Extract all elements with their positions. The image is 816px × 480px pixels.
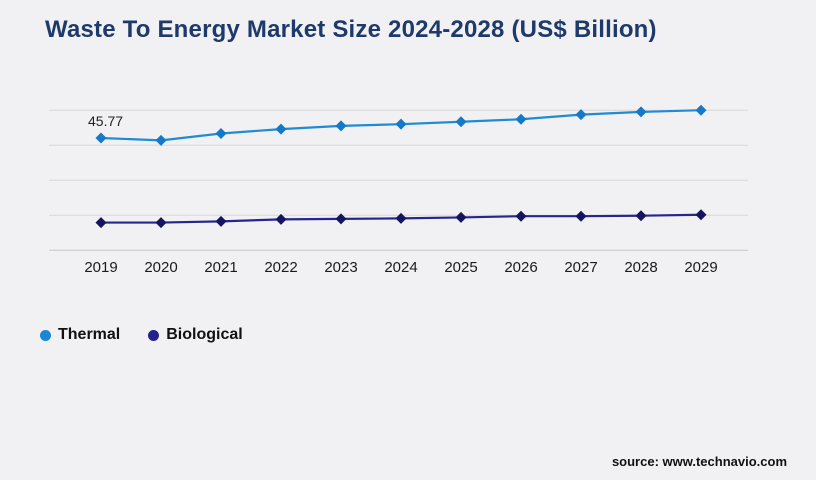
legend-item-thermal[interactable]: Thermal [40,326,120,344]
biological-data-point [215,215,227,227]
biological-data-point [515,210,527,222]
legend-label-thermal: Thermal [58,326,121,343]
legend-label-biological: Biological [166,326,243,343]
x-tick-label: 2029 [684,259,717,276]
biological-data-point [95,217,107,229]
source-attribution: source: www.technavio.com [611,454,787,469]
data-label: 45.77 [88,113,123,129]
legend-item-biological[interactable]: Biological [148,326,243,344]
series-biological [95,209,707,229]
biological-data-point [275,213,287,225]
thermal-series-dot-icon [40,329,51,341]
thermal-data-point [515,113,527,125]
x-axis-tick-labels: 2019 2020 2021 2022 2023 2024 2025 2026 2027 2028… [84,259,717,276]
biological-data-point [155,217,167,229]
thermal-data-point [395,118,407,130]
biological-series-dot-icon [148,329,160,341]
biological-data-point [335,213,347,225]
thermal-data-point [695,104,707,116]
x-tick-label: 2023 [324,259,357,276]
x-tick-label: 2024 [384,259,417,276]
thermal-data-point [455,116,467,128]
thermal-data-point [335,120,347,132]
x-tick-label: 2021 [204,259,237,276]
x-tick-label: 2019 [84,259,117,276]
chart-legend: Thermal Biological [40,326,243,344]
thermal-data-point [575,109,587,121]
x-tick-label: 2025 [444,259,477,276]
x-tick-label: 2020 [144,259,177,276]
page-title: Waste To Energy Market Size 2024-2028 (U… [45,16,657,43]
thermal-data-point [95,132,107,144]
biological-data-point [695,209,707,221]
thermal-data-point [635,106,647,118]
x-tick-label: 2027 [564,259,597,276]
biological-data-point [455,211,467,223]
series-thermal [95,104,707,146]
x-tick-label: 2022 [264,259,297,276]
biological-data-point [395,212,407,224]
thermal-data-point [215,128,227,140]
x-tick-label: 2028 [624,259,657,276]
biological-data-point [635,210,647,222]
gridlines [49,109,748,251]
x-tick-label: 2026 [504,259,537,276]
thermal-data-point [155,134,167,146]
thermal-data-point [275,123,287,135]
biological-data-point [575,210,587,222]
